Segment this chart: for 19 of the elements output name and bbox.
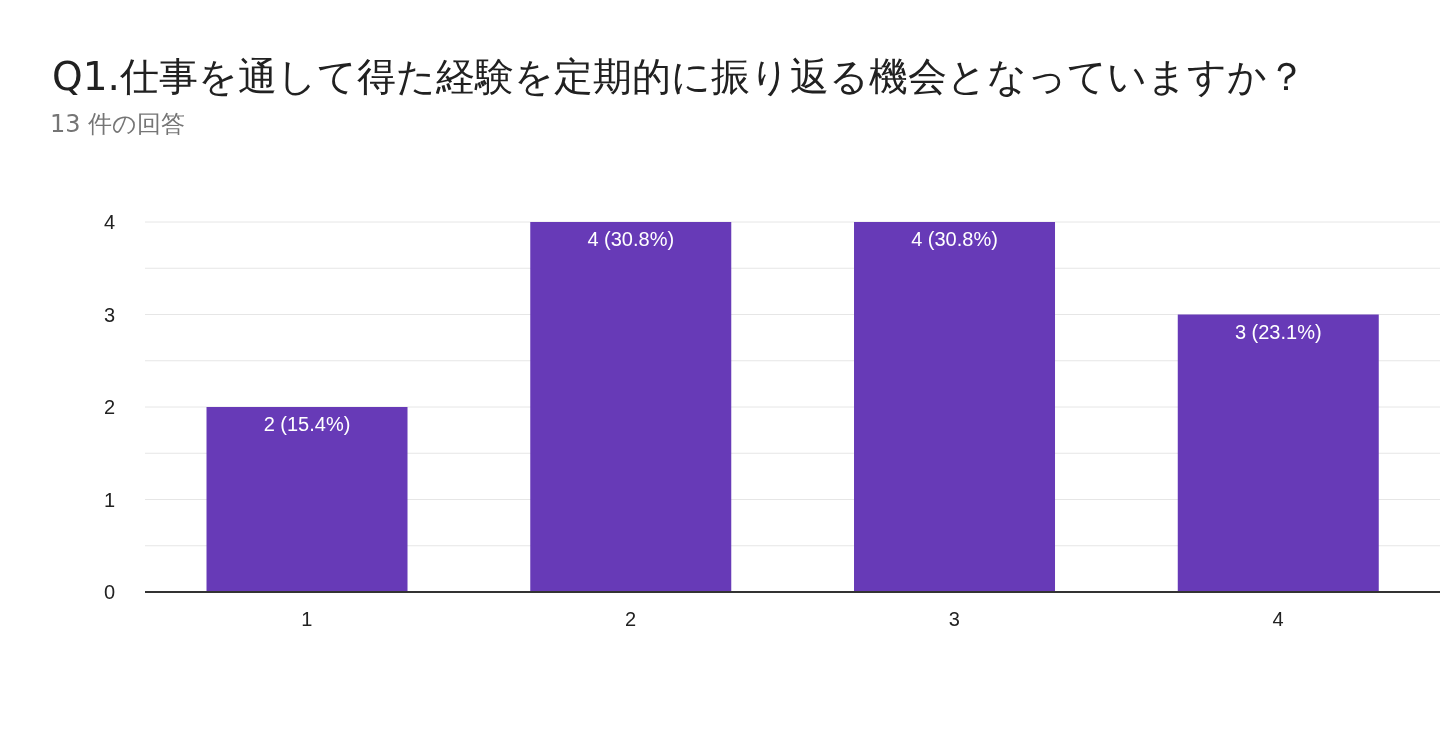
bar <box>206 407 408 592</box>
bar <box>854 222 1056 592</box>
chart-title: Q1.仕事を通して得た経験を定期的に振り返る機会となっていますか？ <box>52 53 1306 101</box>
data-label: 2 (15.4%) <box>263 413 351 436</box>
x-tick-label: 4 <box>1272 608 1284 631</box>
y-tick-label: 4 <box>103 211 115 234</box>
chart-subtitle: 13 件の回答 <box>50 109 186 140</box>
data-label: 4 (30.8%) <box>587 228 675 251</box>
data-label: 3 (23.1%) <box>1234 320 1322 343</box>
bar <box>530 222 732 592</box>
x-tick-label: 1 <box>301 608 313 631</box>
y-tick-label: 1 <box>103 488 115 511</box>
bar <box>1177 314 1379 592</box>
x-tick-label: 3 <box>948 608 960 631</box>
y-tick-label: 0 <box>103 581 115 604</box>
data-label: 4 (30.8%) <box>911 228 998 251</box>
x-tick-label: 2 <box>625 608 637 631</box>
y-tick-label: 3 <box>103 303 115 326</box>
y-tick-label: 2 <box>103 396 115 419</box>
